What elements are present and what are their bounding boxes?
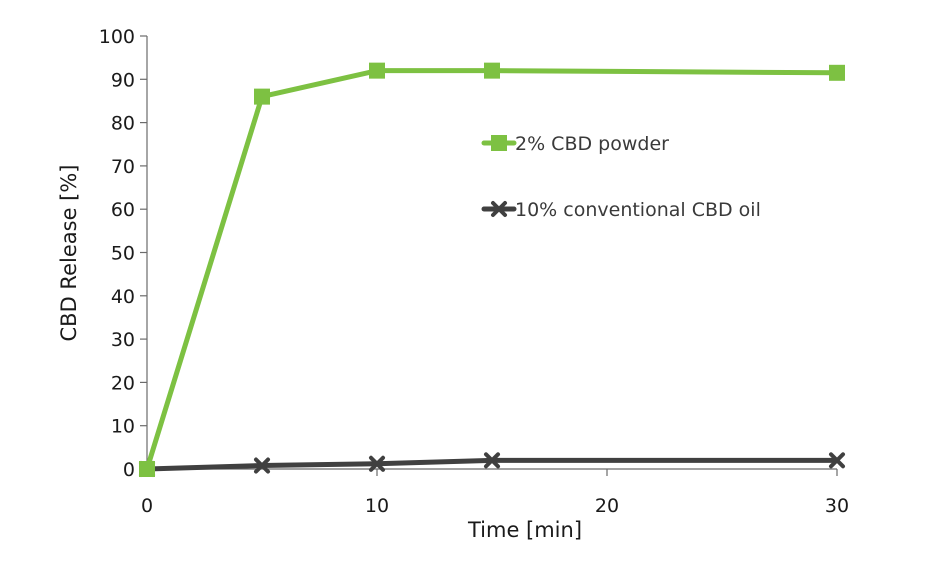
y-tick-label: 10 <box>111 416 135 438</box>
y-tick-label: 20 <box>111 372 135 394</box>
x-tick-label: 0 <box>141 495 153 517</box>
x-tick-label: 10 <box>365 495 389 517</box>
legend-label: 10% conventional CBD oil <box>515 199 761 221</box>
y-tick-label: 30 <box>111 329 135 351</box>
legend-item: 10% conventional CBD oil <box>481 199 761 221</box>
x-tick-label: 30 <box>825 495 849 517</box>
y-tick-label: 80 <box>111 113 135 135</box>
data-point <box>254 457 270 474</box>
y-tick-label: 50 <box>111 243 135 265</box>
series-layer <box>139 62 845 477</box>
y-tick-label: 0 <box>123 459 135 481</box>
data-point <box>139 461 155 477</box>
data-point <box>829 452 845 469</box>
legend-marker <box>491 201 507 217</box>
y-tick-label: 40 <box>111 286 135 308</box>
data-point <box>369 62 385 79</box>
y-tick-label: 70 <box>111 156 135 178</box>
legend-label: 2% CBD powder <box>515 133 669 155</box>
data-point <box>369 455 385 472</box>
data-point <box>484 62 500 79</box>
y-tick-label: 60 <box>111 199 135 221</box>
data-point <box>829 64 845 81</box>
series-cbd-powder <box>139 62 845 477</box>
y-tick-label: 90 <box>111 69 135 91</box>
legend-marker <box>491 135 507 151</box>
axes <box>146 36 837 470</box>
data-point <box>484 452 500 469</box>
y-axis-title: CBD Release [%] <box>57 165 81 342</box>
series-line <box>144 68 840 472</box>
y-axis-ticks: 0 10 20 30 40 50 60 70 80 90 100 <box>99 26 147 481</box>
series-cbd-oil <box>139 452 845 477</box>
data-point <box>254 88 270 105</box>
x-tick-label: 20 <box>595 495 619 517</box>
legend: 2% CBD powder 10% conventional CBD oil <box>481 133 761 221</box>
x-axis-ticks: 0 10 20 30 <box>141 469 849 517</box>
legend-item: 2% CBD powder <box>481 133 669 155</box>
x-axis-title: Time [min] <box>467 518 582 542</box>
y-tick-label: 100 <box>99 26 135 48</box>
